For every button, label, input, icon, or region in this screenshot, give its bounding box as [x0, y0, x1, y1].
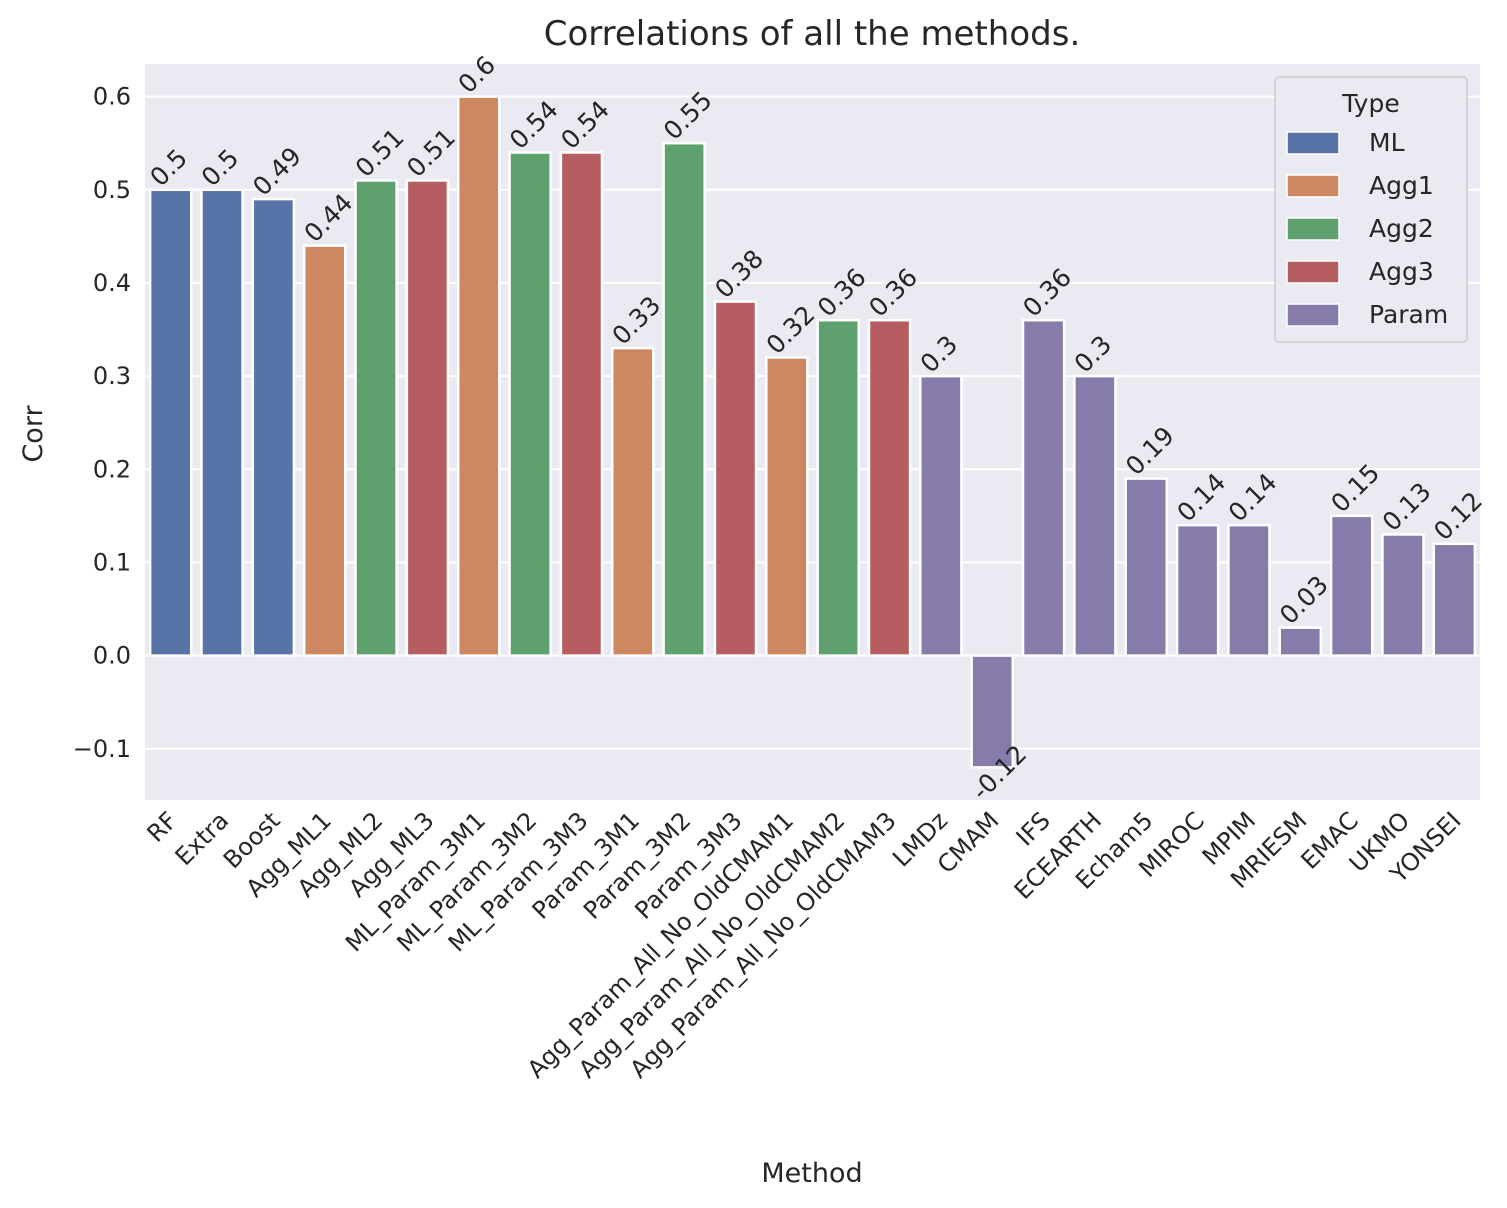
y-tick-label: 0.0: [93, 642, 131, 670]
legend-swatch: [1286, 174, 1340, 198]
legend-entry-label: ML: [1369, 128, 1405, 157]
x-axis-label: Method: [761, 1158, 862, 1189]
bar: [1227, 523, 1271, 657]
bar: [919, 374, 963, 657]
bars: [148, 95, 1477, 769]
bar: [765, 356, 809, 657]
bar: [1175, 523, 1220, 657]
legend-swatch: [1286, 131, 1340, 155]
legend-entry-label: Agg3: [1369, 257, 1434, 286]
legend-swatch: [1286, 217, 1340, 241]
bar: [662, 141, 706, 657]
legend: Type ML Agg1 Agg2 Agg3 Param: [1274, 76, 1468, 343]
bar: [816, 318, 860, 657]
bar: [148, 188, 193, 657]
legend-entry-label: Agg2: [1369, 214, 1434, 243]
y-tick-label: 0.2: [93, 455, 131, 483]
bar: [1329, 514, 1374, 657]
y-tick-label: 0.6: [93, 83, 131, 111]
y-tick-label: 0.3: [93, 362, 131, 390]
bar: [1381, 533, 1425, 657]
legend-swatch: [1286, 260, 1340, 284]
y-axis-label: Corr: [18, 405, 49, 463]
y-tick-label: −0.1: [73, 735, 131, 763]
chart-title: Correlations of all the methods.: [544, 14, 1081, 54]
bar: [508, 151, 552, 657]
bar: [867, 318, 912, 657]
bar: [1124, 477, 1169, 657]
bar: [354, 179, 398, 657]
legend-title: Type: [1341, 89, 1399, 118]
bar: [1021, 318, 1066, 657]
bar: [611, 346, 655, 657]
bar: [200, 188, 244, 657]
bar: [970, 654, 1015, 769]
legend-items: ML Agg1 Agg2 Agg3 Param: [1286, 128, 1448, 329]
bar: [405, 179, 450, 657]
y-axis-ticks: −0.1 0.0 0.1 0.2 0.3 0.4 0.5 0.6: [73, 83, 131, 763]
bar: [1278, 626, 1323, 657]
bar: [1073, 374, 1117, 657]
legend-entry-label: Agg1: [1369, 171, 1434, 200]
x-axis-ticks: RFExtraBoostAgg_ML1Agg_ML2Agg_ML3ML_Para…: [142, 806, 1467, 1083]
bar: [713, 300, 758, 657]
bar: [251, 197, 296, 657]
y-tick-label: 0.1: [93, 548, 131, 576]
x-tick-label: RF: [142, 806, 183, 847]
legend-entry-label: Param: [1369, 300, 1448, 329]
legend-swatch: [1286, 303, 1340, 327]
bar: [559, 151, 604, 657]
bar: [302, 244, 347, 657]
y-tick-label: 0.5: [93, 176, 131, 204]
y-tick-label: 0.4: [93, 269, 131, 297]
bar: [1432, 542, 1477, 657]
bar: [456, 95, 501, 657]
